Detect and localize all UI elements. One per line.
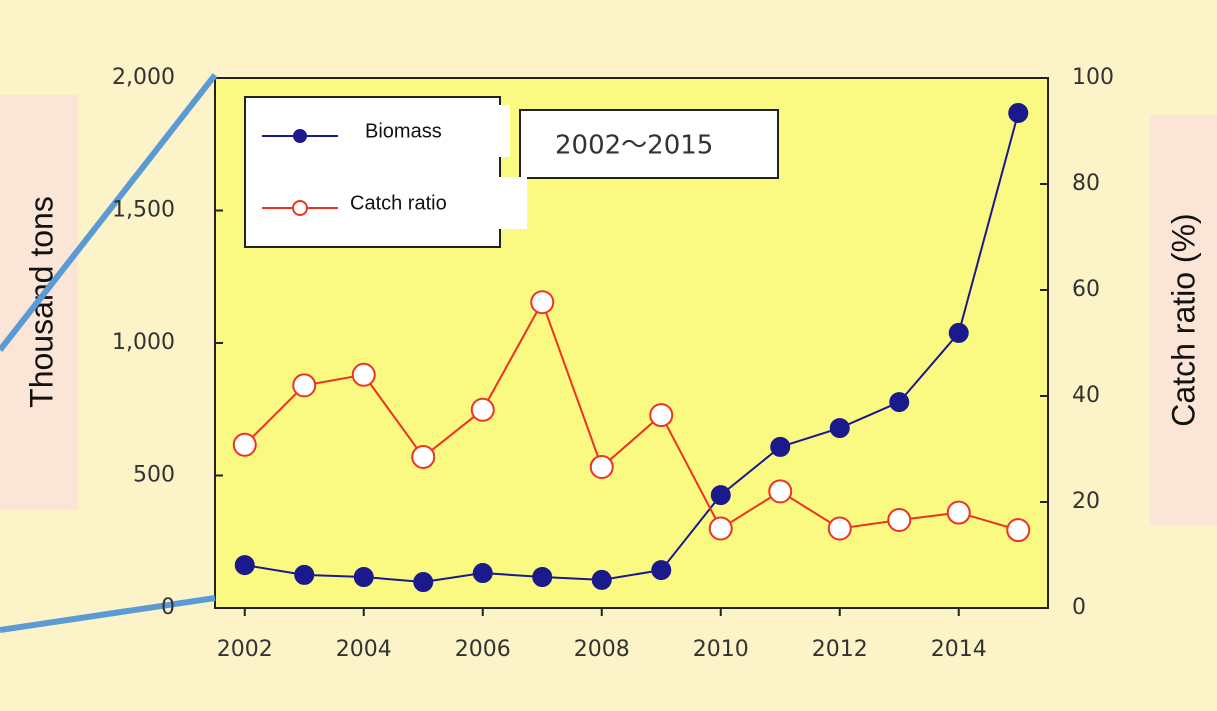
y-tick-label: 500 xyxy=(133,463,175,488)
y2-tick-label: 80 xyxy=(1072,171,1100,196)
x-tick-label: 2012 xyxy=(812,637,868,662)
marks-layer xyxy=(215,77,1048,616)
point xyxy=(1008,102,1029,123)
x-tick-label: 2008 xyxy=(574,637,630,662)
point xyxy=(710,485,731,506)
y-tick-label: 2,000 xyxy=(112,65,175,90)
y2-tick-label: 20 xyxy=(1072,489,1100,514)
y2-tick-label: 100 xyxy=(1072,65,1114,90)
point xyxy=(294,564,315,585)
point xyxy=(946,500,971,525)
x-tick-label: 2006 xyxy=(455,637,511,662)
point xyxy=(829,418,850,439)
point xyxy=(708,516,733,541)
point xyxy=(651,560,672,581)
point xyxy=(1006,518,1031,543)
y-tick-label: 0 xyxy=(161,595,175,620)
point xyxy=(530,290,555,315)
y2-tick-label: 0 xyxy=(1072,595,1086,620)
callout-line xyxy=(0,73,218,352)
callout-line xyxy=(0,595,216,633)
point xyxy=(827,516,852,541)
point xyxy=(889,392,910,413)
point xyxy=(411,444,436,469)
point xyxy=(589,455,614,480)
legend-label: Biomass xyxy=(365,120,442,142)
legend-marker xyxy=(292,200,308,216)
legend-marker xyxy=(293,129,307,143)
y-tick-label: 1,000 xyxy=(112,330,175,355)
x-tick-label: 2002 xyxy=(217,637,273,662)
point xyxy=(649,403,674,428)
legend-label-box xyxy=(340,177,527,229)
point xyxy=(232,432,257,457)
x-tick-label: 2004 xyxy=(336,637,392,662)
x-tick-label: 2010 xyxy=(693,637,749,662)
point xyxy=(472,563,493,584)
legend-label-box xyxy=(340,105,510,157)
point xyxy=(770,436,791,457)
point xyxy=(292,373,317,398)
point xyxy=(591,569,612,590)
legend: Biomass Catch ratio xyxy=(262,105,527,229)
y2-axis-label: Catch ratio (%) xyxy=(1165,213,1201,426)
annotation: 2002～2015 xyxy=(555,131,713,161)
y-tick-label: 1,500 xyxy=(112,198,175,223)
y2-tick-label: 40 xyxy=(1072,383,1100,408)
point xyxy=(768,479,793,504)
point xyxy=(532,566,553,587)
point xyxy=(887,508,912,533)
point xyxy=(353,566,374,587)
point xyxy=(413,572,434,593)
y2-tick-label: 60 xyxy=(1072,277,1100,302)
annotation-box xyxy=(519,109,779,179)
x-tick-label: 2014 xyxy=(931,637,987,662)
point xyxy=(470,397,495,422)
y2-label-box xyxy=(1150,115,1217,525)
point xyxy=(234,555,255,576)
point xyxy=(351,362,376,387)
legend-label: Catch ratio xyxy=(350,192,447,214)
point xyxy=(948,322,969,343)
y-axis-label: Thousand tons xyxy=(23,196,59,408)
